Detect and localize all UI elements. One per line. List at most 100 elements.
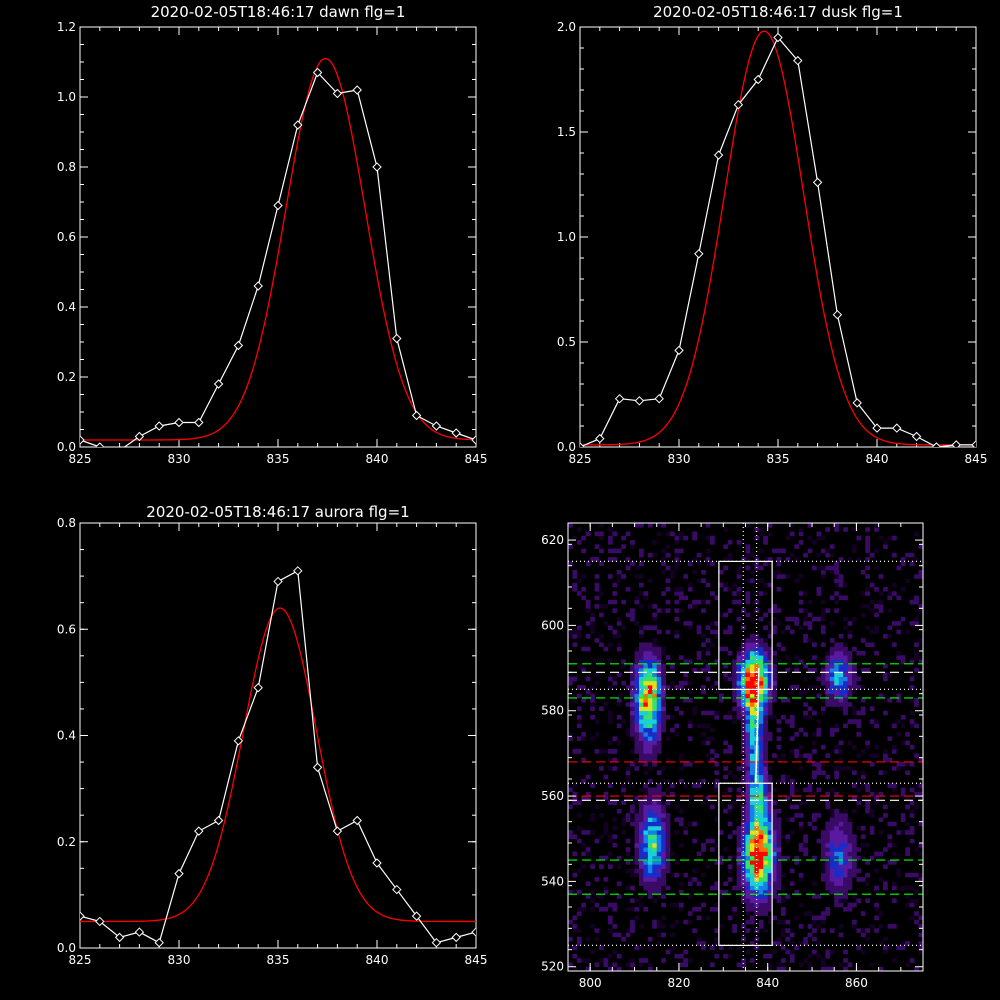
image-pixel bbox=[634, 851, 640, 857]
image-pixel bbox=[918, 796, 923, 801]
image-pixel bbox=[843, 949, 848, 955]
image-y-tick-label: 580 bbox=[541, 704, 564, 718]
dusk-data-point bbox=[971, 440, 976, 447]
image-pixel bbox=[603, 889, 609, 895]
image-pixel bbox=[865, 544, 871, 549]
image-pixel bbox=[718, 889, 724, 895]
image-pixel bbox=[807, 757, 813, 763]
image-pixel bbox=[874, 753, 879, 758]
image-pixel bbox=[754, 804, 760, 810]
image-pixel bbox=[736, 825, 742, 831]
image-pixel bbox=[767, 702, 773, 707]
image-pixel bbox=[776, 557, 782, 562]
image-pixel bbox=[820, 642, 826, 648]
dawn-panel-title: 2020-02-05T18:46:17 dawn flg=1 bbox=[151, 3, 406, 21]
image-pixel bbox=[803, 663, 808, 669]
image-pixel bbox=[767, 557, 773, 562]
image-pixel bbox=[749, 813, 755, 818]
image-pixel bbox=[625, 851, 631, 857]
image-pixel bbox=[918, 783, 923, 788]
image-pixel bbox=[639, 582, 644, 588]
image-pixel bbox=[883, 885, 888, 891]
aurora-data-point bbox=[174, 868, 184, 879]
image-pixel bbox=[643, 685, 649, 690]
image-pixel bbox=[590, 949, 595, 955]
image-pixel bbox=[576, 813, 582, 818]
image-pixel bbox=[883, 881, 888, 886]
image-pixel bbox=[785, 928, 791, 933]
image-pixel bbox=[572, 945, 578, 950]
image-pixel bbox=[599, 535, 604, 541]
image-pixel bbox=[656, 693, 662, 699]
image-pixel bbox=[860, 749, 866, 754]
image-pixel bbox=[860, 685, 866, 690]
image-pixel bbox=[909, 898, 915, 904]
image-pixel bbox=[776, 855, 782, 861]
dawn-gaussian-fit-line bbox=[80, 57, 476, 441]
image-pixel bbox=[625, 796, 631, 801]
image-pixel bbox=[634, 706, 640, 712]
image-pixel bbox=[874, 604, 879, 609]
image-pixel bbox=[599, 642, 604, 648]
image-pixel bbox=[599, 766, 604, 771]
image-pixel bbox=[647, 749, 653, 754]
image-pixel bbox=[776, 966, 782, 971]
image-pixel bbox=[630, 672, 635, 677]
image-pixel bbox=[776, 808, 782, 814]
image-pixel bbox=[914, 702, 919, 707]
image-pixel bbox=[860, 591, 866, 596]
image-pixel bbox=[678, 710, 684, 716]
image-pixel bbox=[825, 800, 831, 805]
image-pixel bbox=[736, 702, 742, 707]
image-pixel bbox=[829, 855, 835, 861]
image-pixel bbox=[758, 868, 764, 874]
image-pixel bbox=[838, 689, 844, 694]
image-pixel bbox=[727, 749, 733, 754]
image-pixel bbox=[807, 668, 813, 673]
image-pixel bbox=[900, 830, 906, 835]
image-pixel bbox=[607, 864, 613, 869]
image-pixel bbox=[745, 732, 751, 737]
image-pixel bbox=[616, 693, 622, 699]
image-pixel bbox=[914, 898, 919, 904]
image-pixel bbox=[772, 697, 777, 703]
image-pixel bbox=[625, 813, 631, 818]
image-pixel bbox=[736, 881, 742, 886]
image-pixel bbox=[763, 825, 768, 831]
image-pixel bbox=[652, 791, 658, 797]
image-pixel bbox=[647, 702, 653, 707]
image-pixel bbox=[820, 843, 826, 848]
image-pixel bbox=[763, 813, 768, 818]
dusk-data-point bbox=[713, 150, 724, 160]
image-pixel bbox=[727, 808, 733, 814]
image-pixel bbox=[665, 804, 671, 810]
image-pixel bbox=[856, 651, 862, 656]
image-pixel bbox=[625, 766, 631, 771]
image-pixel bbox=[634, 646, 640, 652]
image-pixel bbox=[847, 651, 853, 656]
image-pixel bbox=[834, 680, 839, 686]
image-pixel bbox=[909, 659, 915, 665]
image-pixel bbox=[852, 710, 857, 716]
image-pixel bbox=[612, 736, 618, 741]
image-pixel bbox=[647, 710, 653, 716]
image-pixel bbox=[749, 907, 755, 912]
image-pixel bbox=[639, 847, 644, 852]
image-pixel bbox=[816, 732, 822, 737]
image-pixel bbox=[758, 727, 764, 733]
image-pixel bbox=[829, 813, 835, 818]
image-pixel bbox=[710, 561, 715, 566]
image-pixel bbox=[789, 787, 795, 793]
image-pixel bbox=[656, 770, 662, 776]
image-pixel bbox=[612, 548, 618, 554]
image-x-tick-label: 840 bbox=[756, 976, 779, 990]
image-pixel bbox=[820, 676, 826, 682]
image-pixel bbox=[860, 877, 866, 882]
image-pixel bbox=[723, 808, 729, 814]
image-pixel bbox=[829, 966, 835, 971]
image-pixel bbox=[816, 685, 822, 690]
image-pixel bbox=[647, 685, 653, 690]
image-pixel bbox=[749, 761, 755, 767]
image-pixel bbox=[701, 578, 706, 584]
image-pixel bbox=[687, 604, 693, 609]
